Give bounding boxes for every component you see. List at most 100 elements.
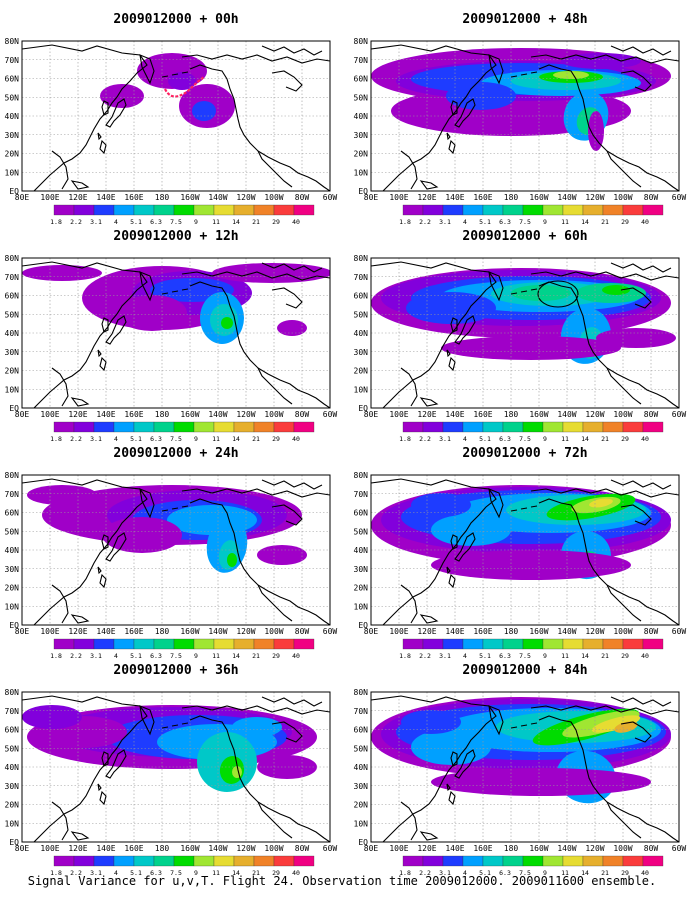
lon-tick-label: 60W bbox=[672, 627, 687, 636]
colorbar-swatch bbox=[213, 204, 235, 216]
lon-tick-label: 80E bbox=[15, 410, 30, 419]
lon-tick-label: 140E bbox=[445, 193, 464, 202]
lon-tick-label: 100W bbox=[264, 844, 283, 853]
lon-tick-label: 100E bbox=[389, 627, 408, 636]
lon-tick-label: 160E bbox=[124, 844, 143, 853]
colorbar-label: 7.5 bbox=[519, 435, 531, 443]
lat-tick-label: 20N bbox=[354, 801, 369, 810]
lat-tick-label: 40N bbox=[354, 329, 369, 338]
lon-tick-label: 80W bbox=[644, 627, 659, 636]
lon-tick-label: 180 bbox=[504, 844, 519, 853]
variance-contour bbox=[102, 517, 182, 553]
colorbar-label: 21 bbox=[601, 869, 609, 877]
coastline bbox=[97, 349, 107, 372]
coastline bbox=[419, 614, 439, 624]
coastlines bbox=[22, 695, 330, 842]
colorbar-swatch bbox=[402, 204, 424, 216]
colorbar-label: 14 bbox=[232, 435, 240, 443]
colorbar-swatch bbox=[642, 638, 664, 650]
coastline bbox=[510, 288, 538, 295]
coastline bbox=[610, 696, 672, 743]
map-panel-p24: 2009012000 + 24h 80N 70N 60N 50N 40N 30N 20N 10N… bbox=[5, 446, 338, 660]
lat-tick-label: 20N bbox=[5, 367, 20, 376]
coastline bbox=[257, 367, 293, 405]
colorbar-swatch bbox=[462, 421, 484, 433]
coastlines bbox=[22, 261, 330, 408]
coastline bbox=[530, 705, 679, 842]
coastlines bbox=[371, 478, 679, 625]
colorbar-swatch bbox=[233, 855, 255, 867]
map-panel-p36: 2009012000 + 36h 80N 70N 60N 50N 40N 30N 20N 10N… bbox=[5, 663, 338, 877]
colorbar-label: 6.3 bbox=[150, 869, 162, 877]
colorbar-label: 11 bbox=[561, 435, 569, 443]
lat-tick-label: 80N bbox=[5, 254, 20, 263]
lon-tick-label: 180 bbox=[155, 844, 170, 853]
variance-contour bbox=[411, 729, 491, 765]
map-panel-p00: 2009012000 + 00h 80N 70N 60N 50N 40N 30N 20N 10N… bbox=[5, 12, 338, 226]
lon-tick-label: 120W bbox=[236, 627, 255, 636]
colorbar-label: 2.2 bbox=[419, 652, 431, 660]
map-frame bbox=[21, 40, 331, 192]
lat-tick-label: 40N bbox=[5, 546, 20, 555]
lat-tick-label: 40N bbox=[354, 546, 369, 555]
lat-tick-label: 60N bbox=[354, 75, 369, 84]
lat-tick-label: EQ bbox=[9, 404, 19, 413]
lon-tick-label: 140E bbox=[96, 844, 115, 853]
lon-tick-label: 100W bbox=[613, 844, 632, 853]
lat-tick-label: 50N bbox=[354, 93, 369, 102]
coastline bbox=[181, 54, 330, 191]
variance-contour bbox=[257, 545, 307, 565]
variance-contour bbox=[602, 285, 630, 295]
colorbar: 1.8 2.2 3.1 4 5.1 6.3 7.5 9 11 14 21 29 40 bbox=[399, 638, 664, 660]
colorbar-label: 40 bbox=[292, 652, 300, 660]
coastline bbox=[261, 696, 323, 743]
lon-tick-label: 100W bbox=[264, 627, 283, 636]
lat-tick-label: EQ bbox=[358, 838, 368, 847]
colorbar-label: 40 bbox=[292, 435, 300, 443]
colorbar-swatch bbox=[113, 421, 135, 433]
coastline bbox=[70, 397, 90, 407]
variance-contour bbox=[257, 755, 317, 779]
coastlines bbox=[371, 261, 679, 408]
colorbar-label: 2.2 bbox=[419, 435, 431, 443]
colorbar-label: 5.1 bbox=[130, 435, 142, 443]
coastline bbox=[450, 751, 458, 767]
colorbar-label: 6.3 bbox=[499, 435, 511, 443]
lon-tick-label: 160E bbox=[124, 410, 143, 419]
colorbar-label: 7.5 bbox=[170, 869, 182, 877]
variance-contour bbox=[431, 550, 631, 580]
coastline bbox=[450, 317, 458, 333]
colorbar-label: 9 bbox=[194, 218, 198, 226]
lat-tick-label: 50N bbox=[5, 744, 20, 753]
lon-tick-label: 160E bbox=[124, 193, 143, 202]
lon-tick-label: 180 bbox=[155, 193, 170, 202]
colorbar-label: 4 bbox=[114, 869, 118, 877]
lat-tick-label: EQ bbox=[358, 187, 368, 196]
coastline bbox=[606, 584, 642, 622]
colorbar-swatch bbox=[233, 421, 255, 433]
coastline bbox=[101, 751, 109, 767]
coastline bbox=[105, 532, 127, 562]
lon-tick-label: 100E bbox=[389, 844, 408, 853]
variance-contour bbox=[441, 336, 621, 360]
lon-tick-label: 80E bbox=[15, 627, 30, 636]
lat-tick-label: 60N bbox=[5, 292, 20, 301]
colorbar-swatch bbox=[442, 421, 464, 433]
lon-tick-label: 120W bbox=[236, 193, 255, 202]
coastline bbox=[101, 317, 109, 333]
lat-tick-label: 10N bbox=[354, 602, 369, 611]
lat-tick-label: 20N bbox=[5, 584, 20, 593]
coastline bbox=[97, 783, 107, 806]
panel-title: 2009012000 + 36h bbox=[113, 663, 238, 678]
lon-tick-label: 80E bbox=[364, 410, 379, 419]
colorbar-swatch bbox=[482, 421, 504, 433]
colorbar-swatch bbox=[442, 204, 464, 216]
lon-tick-label: 140W bbox=[208, 627, 227, 636]
coastline bbox=[400, 367, 418, 407]
lon-tick-label: 100E bbox=[40, 410, 59, 419]
lat-tick-label: 80N bbox=[5, 37, 20, 46]
coastline bbox=[510, 71, 538, 78]
coastline bbox=[51, 367, 69, 407]
colorbar-swatch bbox=[522, 421, 544, 433]
coastline bbox=[261, 45, 323, 92]
